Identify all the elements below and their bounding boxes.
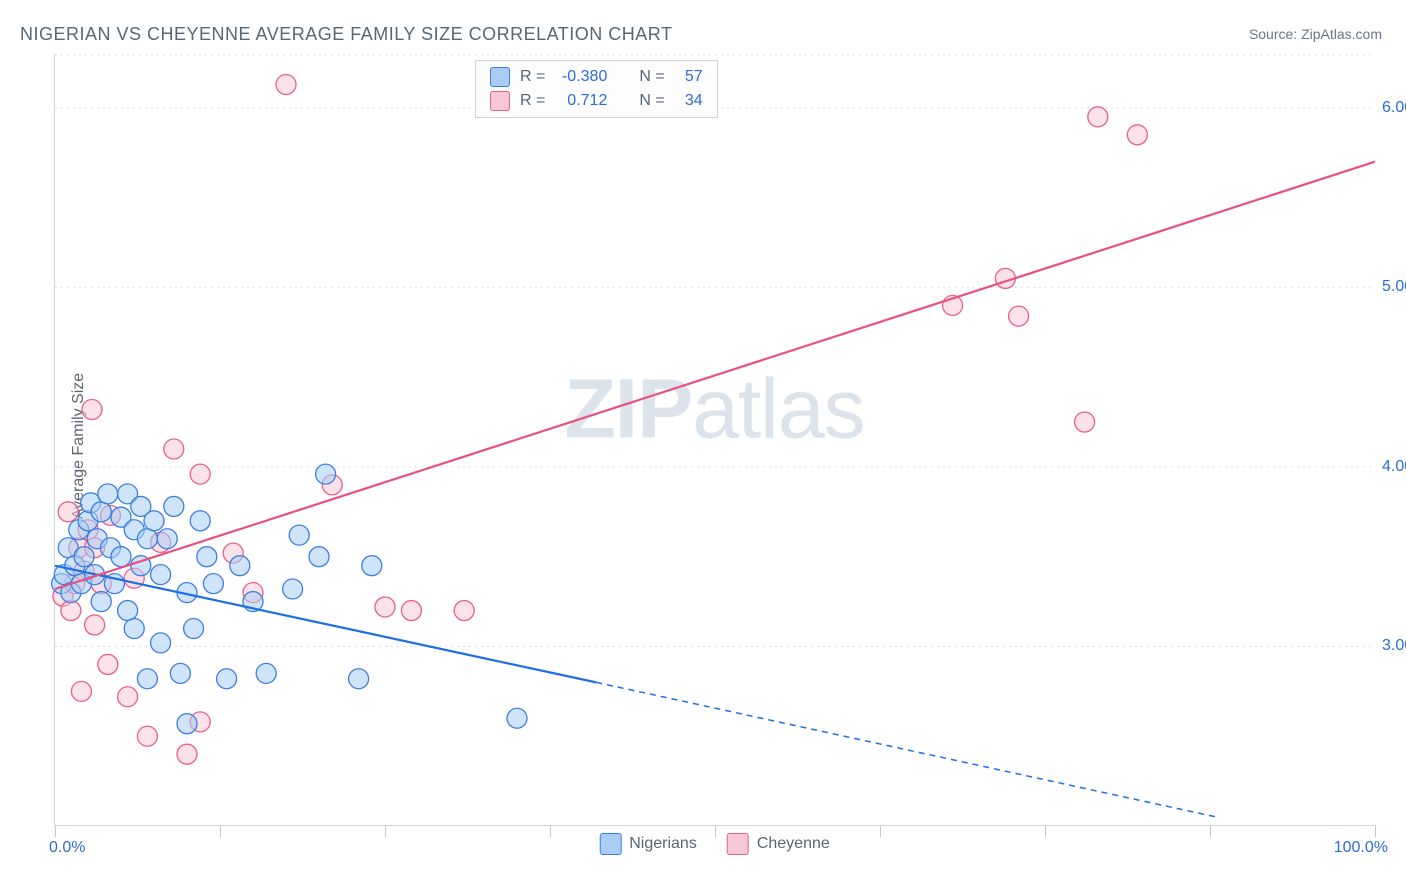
x-tick [385,825,386,837]
swatch-nigerians [599,833,621,855]
source-label: Source: ZipAtlas.com [1249,26,1382,42]
stats-row-2: R = 0.712 N = 34 [490,89,703,113]
x-tick [715,825,716,837]
stats-swatch-1 [490,67,510,87]
plot-area: ZIPatlas 0.0% 100.0% Nigerians Cheyenne … [54,54,1374,826]
stats-row-1: R = -0.380 N = 57 [490,65,703,89]
y-tick-label: 6.00 [1382,99,1406,117]
legend-nigerians: Nigerians [599,833,697,855]
r-label-2: R = [520,92,545,110]
stats-box: R = -0.380 N = 57 R = 0.712 N = 34 [475,60,718,118]
legend-label-cheyenne: Cheyenne [757,835,830,853]
y-tick-label: 5.00 [1382,278,1406,296]
stats-swatch-2 [490,91,510,111]
x-tick [1210,825,1211,837]
swatch-cheyenne [727,833,749,855]
chart-title: NIGERIAN VS CHEYENNE AVERAGE FAMILY SIZE… [20,24,672,45]
n-value-1: 57 [675,68,703,86]
x-tick [55,825,56,837]
x-start-label: 0.0% [49,839,85,857]
x-tick [220,825,221,837]
x-tick [880,825,881,837]
y-tick-label: 3.00 [1382,637,1406,655]
x-tick [1045,825,1046,837]
y-tick-label: 4.00 [1382,458,1406,476]
r-value-1: -0.380 [555,68,607,86]
lines-layer [55,54,1374,825]
x-tick [1375,825,1376,837]
x-tick [550,825,551,837]
x-end-label: 100.0% [1334,839,1388,857]
r-label-1: R = [520,68,545,86]
n-label-2: N = [639,92,664,110]
legend-cheyenne: Cheyenne [727,833,830,855]
n-value-2: 34 [675,92,703,110]
legend-label-nigerians: Nigerians [629,835,697,853]
r-value-2: 0.712 [555,92,607,110]
n-label-1: N = [639,68,664,86]
